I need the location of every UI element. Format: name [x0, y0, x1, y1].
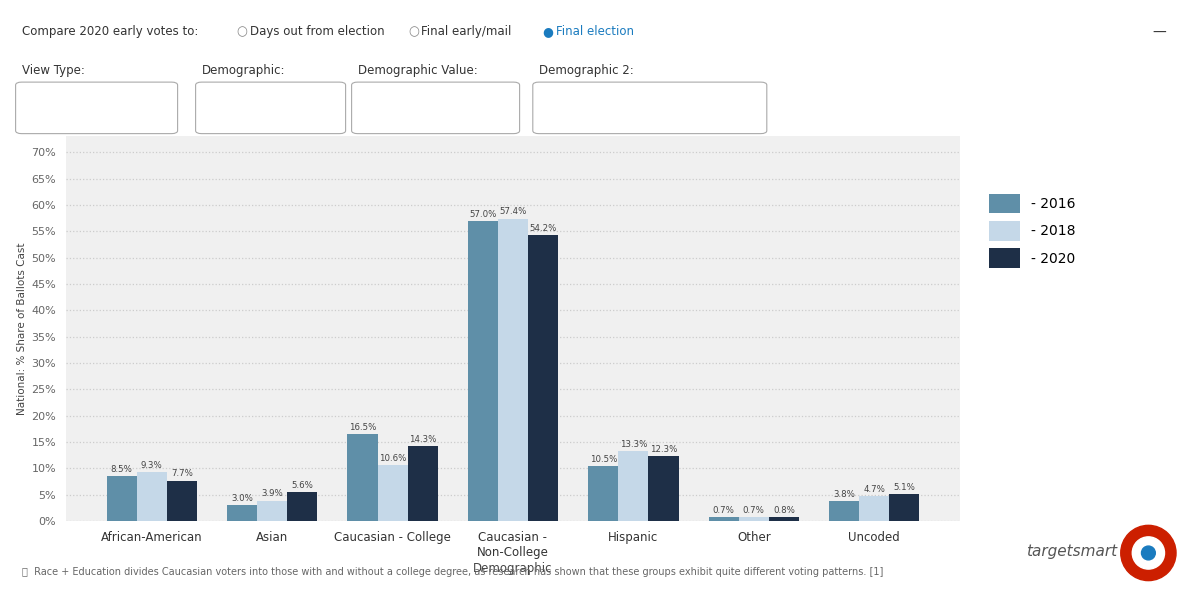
Text: Days out from election: Days out from election [250, 25, 384, 38]
Text: ○: ○ [236, 25, 247, 38]
Bar [348, 434, 378, 521]
Text: 57.4%: 57.4% [499, 207, 527, 216]
Text: 0.7%: 0.7% [743, 507, 764, 515]
Bar [709, 518, 739, 521]
Bar [378, 465, 408, 521]
Text: 4.7%: 4.7% [863, 485, 886, 494]
Text: 16.5%: 16.5% [349, 423, 376, 432]
Bar [769, 517, 799, 521]
Bar [468, 221, 498, 521]
Text: Demographic 2:: Demographic 2: [539, 64, 634, 76]
Bar [408, 446, 438, 521]
Bar [618, 451, 648, 521]
Bar [889, 494, 919, 521]
Text: 7.7%: 7.7% [170, 470, 193, 479]
Bar [167, 481, 197, 521]
Text: 14.3%: 14.3% [409, 435, 437, 444]
Text: ○: ○ [408, 25, 419, 38]
Text: ⌄: ⌄ [742, 101, 752, 115]
Text: 9.3%: 9.3% [140, 461, 163, 470]
Text: 10.5%: 10.5% [589, 454, 617, 464]
Text: 13.3%: 13.3% [619, 440, 647, 449]
Text: Demographic Value:: Demographic Value: [358, 64, 478, 76]
Bar [829, 501, 859, 521]
Text: 5.1%: 5.1% [893, 483, 916, 492]
X-axis label: Demographic: Demographic [473, 562, 553, 574]
Text: 3.9%: 3.9% [262, 490, 283, 499]
Bar [588, 466, 618, 521]
Text: targetsmart: targetsmart [1026, 544, 1117, 559]
Text: ⓘ  Race + Education divides Caucasian voters into those with and without a colle: ⓘ Race + Education divides Caucasian vot… [22, 567, 883, 577]
Text: 12.3%: 12.3% [650, 445, 677, 454]
Text: 8.5%: 8.5% [110, 465, 133, 474]
Text: Voter Score: Voter Score [214, 101, 282, 115]
Text: 10.6%: 10.6% [379, 454, 407, 463]
Text: 0.7%: 0.7% [713, 507, 734, 515]
Circle shape [1121, 525, 1176, 581]
Y-axis label: National: % Share of Ballots Cast: National: % Share of Ballots Cast [17, 242, 28, 415]
Text: 3.8%: 3.8% [833, 490, 856, 499]
Bar [227, 505, 257, 521]
Bar [137, 472, 167, 521]
Text: Demographic:: Demographic: [202, 64, 286, 76]
Text: National: National [34, 101, 83, 115]
Text: ●: ● [542, 25, 553, 38]
Bar [498, 219, 528, 521]
Bar [528, 236, 558, 521]
Text: ⌄: ⌄ [320, 101, 331, 115]
Text: Final election: Final election [556, 25, 634, 38]
Text: View Type:: View Type: [22, 64, 84, 76]
Text: Final early/mail: Final early/mail [421, 25, 511, 38]
Text: —: — [1152, 25, 1165, 39]
Legend: - 2016, - 2018, - 2020: - 2016, - 2018, - 2020 [985, 190, 1079, 272]
Text: 5.6%: 5.6% [292, 481, 313, 490]
Text: 0.8%: 0.8% [773, 506, 794, 515]
Text: 57.0%: 57.0% [469, 210, 497, 219]
Bar [107, 476, 137, 521]
Bar [287, 491, 317, 521]
Text: ⌄: ⌄ [494, 101, 505, 115]
Bar [648, 456, 678, 521]
Text: Compare 2020 early votes to:: Compare 2020 early votes to: [22, 25, 198, 38]
Text: First Time Voter: First Time Voter [370, 101, 462, 115]
Text: ⌄: ⌄ [152, 101, 163, 115]
Circle shape [1141, 546, 1156, 560]
Text: 54.2%: 54.2% [529, 224, 557, 233]
Text: 3.0%: 3.0% [232, 494, 253, 503]
Bar [257, 501, 287, 521]
Circle shape [1133, 537, 1164, 569]
Bar [859, 496, 889, 521]
Text: Race + Education: Race + Education [551, 101, 655, 115]
Bar [739, 518, 769, 521]
